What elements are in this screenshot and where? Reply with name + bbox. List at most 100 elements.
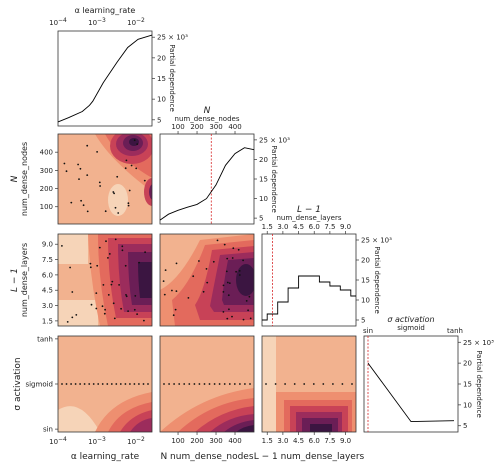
sample-point <box>202 290 205 293</box>
sample-point <box>69 266 71 269</box>
sample-point <box>233 383 236 385</box>
sample-point <box>351 383 353 385</box>
sample-point <box>127 310 129 312</box>
y-tick-label: 400 <box>40 149 53 157</box>
sample-point <box>168 383 171 385</box>
y-tick-label: tanh <box>37 335 53 343</box>
sample-point <box>239 383 241 385</box>
sample-point <box>284 383 286 385</box>
sample-point <box>242 259 245 262</box>
plot-frame <box>57 30 153 127</box>
plot-frame <box>363 335 459 433</box>
sample-point <box>178 383 181 385</box>
plot-frame <box>159 335 255 433</box>
top-xlabel: α learning_rate <box>75 6 136 15</box>
sample-point <box>136 143 139 146</box>
y-tick-label: 15 <box>259 176 268 184</box>
sample-point <box>138 261 141 264</box>
sample-points <box>163 383 251 385</box>
panel-pair-activation-vs-nodes: 100 200 300 400 N num_dense_nodes <box>159 335 255 462</box>
contour-light-top <box>58 234 88 264</box>
sample-point <box>248 295 251 298</box>
panel-diag-activation: σ activation sigmoid sin tanh 5 10 15 20 25 … <box>363 315 494 433</box>
y-tick-label: 10 <box>463 401 472 409</box>
sample-point <box>115 383 118 385</box>
sample-point <box>341 383 344 385</box>
sample-point <box>144 251 147 254</box>
sample-point <box>238 270 241 272</box>
pd-line <box>159 147 255 221</box>
sample-point <box>212 260 215 263</box>
left-y-ticks: 1.5 3.0 4.5 6.0 7.5 9.0 <box>42 241 58 325</box>
sample-point <box>77 163 79 166</box>
x-tick-label: 6.0 <box>309 437 320 445</box>
y-tick-label: sigmoid <box>25 381 53 389</box>
bottom-xlabel: N num_dense_nodes <box>160 452 253 462</box>
y-tick-label: 1.5 <box>42 317 53 325</box>
ylabel: num_dense_layers <box>20 243 29 317</box>
sample-point <box>89 262 92 265</box>
sample-point <box>164 269 167 271</box>
x-tick-label: 400 <box>228 123 241 131</box>
sample-point <box>95 307 98 310</box>
sample-point <box>127 202 130 205</box>
contour-c4b <box>144 178 152 206</box>
x-tick-label: 1.5 <box>262 223 273 231</box>
sample-point <box>129 383 131 385</box>
sample-point <box>226 281 229 284</box>
top-tick-sin: sin <box>363 327 373 335</box>
top-tick: 10−2 <box>127 17 145 27</box>
sample-point <box>274 383 277 385</box>
x-tick-label: 7.5 <box>324 437 335 445</box>
top-tick: 10−3 <box>88 17 106 27</box>
sample-point <box>222 284 225 287</box>
sample-point <box>86 210 89 213</box>
sample-point <box>223 383 226 385</box>
top-x-ticks: 100 200 300 400 <box>171 123 242 134</box>
sample-point <box>78 178 80 181</box>
panel-pair-nodes-vs-lr: N num_dense_nodes 100 200 300 400 <box>10 133 153 225</box>
left-y-ticks: sin sigmoid tanh <box>25 335 58 434</box>
panel-pair-activation-vs-lr: σ activation sin sigmoid tanh 10−4 10−3 10… <box>13 335 153 462</box>
sample-point <box>124 167 127 170</box>
sample-point <box>133 308 136 311</box>
sample-point <box>322 383 325 385</box>
sample-point <box>112 191 115 193</box>
x-tick-label: 100 <box>171 437 184 445</box>
sample-point <box>99 185 101 187</box>
sample-point <box>114 206 117 209</box>
sample-point <box>105 240 107 243</box>
contours <box>95 134 152 216</box>
sample-point <box>238 274 241 276</box>
right-ylabel: Partial dependence <box>475 350 483 418</box>
top-xlabel: num_dense_nodes <box>175 115 240 123</box>
sample-point <box>293 383 296 385</box>
x-tick-label: 7.5 <box>324 223 335 231</box>
sample-point <box>61 383 63 385</box>
contours <box>262 336 356 432</box>
x-tick-label: 100 <box>171 123 184 131</box>
bottom-tick: 10−3 <box>88 436 106 446</box>
contour-c5 <box>130 418 152 432</box>
x-tick-label: 400 <box>228 437 241 445</box>
sample-point <box>82 204 85 207</box>
y-tick-label: 20 <box>361 257 370 265</box>
sample-point <box>121 245 124 248</box>
x-tick-label: 3.0 <box>277 223 288 231</box>
sample-point <box>74 383 77 385</box>
sample-point <box>188 383 191 385</box>
sample-point <box>104 308 106 311</box>
sample-point <box>332 383 334 385</box>
sample-point <box>133 383 136 385</box>
sample-point <box>71 316 74 319</box>
sample-points <box>162 239 252 321</box>
sample-point <box>247 309 250 312</box>
contour-c7 <box>236 425 254 432</box>
sample-point <box>147 383 149 385</box>
sample-point <box>83 383 86 385</box>
sample-point <box>86 174 89 177</box>
panel-title: σ activation <box>387 315 434 324</box>
y-tick-label: 5 <box>157 116 161 124</box>
sample-point <box>226 317 229 320</box>
y-tick-label: 9.0 <box>42 241 53 249</box>
